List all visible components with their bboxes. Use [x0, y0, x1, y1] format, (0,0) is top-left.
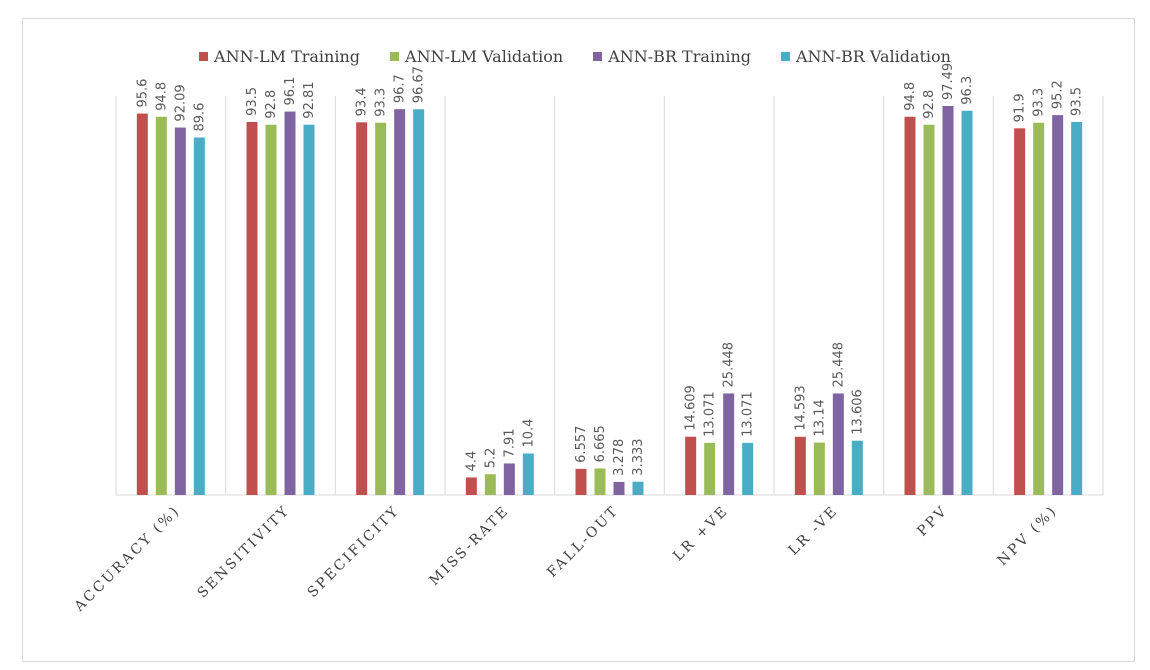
bar-ann-lm-training-ppv [904, 116, 916, 496]
bar-ann-br-validation-lr-ve [742, 442, 754, 495]
bar-ann-lm-training-sensitivity [246, 121, 258, 495]
data-label-ann-br-training-ppv: 97.49 [941, 63, 956, 100]
bar-ann-lm-validation-specificity [375, 122, 387, 495]
category-label-lr-ve: LR +VE [670, 503, 732, 565]
legend-label-ann-lm-validation: ANN-LM Validation [405, 46, 564, 66]
data-label-ann-br-training-miss-rate: 7.91 [502, 428, 517, 457]
data-label-ann-lm-validation-specificity: 93.3 [374, 88, 389, 117]
bar-ann-lm-training-accuracy [136, 113, 148, 495]
bar-ann-lm-training-lr-ve [685, 436, 697, 495]
bar-ann-br-validation-sensitivity [303, 124, 315, 495]
bar-ann-br-validation-lr-ve [851, 440, 863, 495]
bar-ann-br-validation-specificity [413, 109, 425, 496]
data-label-ann-lm-validation-miss-rate: 5.2 [483, 448, 498, 469]
bar-ann-br-training-fall-out [613, 481, 625, 495]
data-label-ann-br-training-sensitivity: 96.1 [283, 77, 298, 106]
bar-ann-lm-validation-ppv [923, 124, 935, 495]
data-label-ann-lm-training-fall-out: 6.557 [574, 426, 589, 463]
data-label-ann-lm-validation-fall-out: 6.665 [593, 425, 608, 462]
bar-ann-lm-validation-fall-out [594, 468, 606, 495]
category-label-lr-ve: LR -VE [786, 503, 842, 559]
bar-ann-lm-validation-npv [1033, 122, 1045, 495]
data-label-ann-lm-validation-sensitivity: 92.8 [264, 90, 279, 119]
data-label-ann-br-validation-accuracy: 89.6 [192, 103, 207, 132]
bar-ann-lm-validation-lr-ve [813, 442, 825, 495]
data-label-ann-br-training-lr-ve: 25.448 [831, 342, 846, 388]
data-label-ann-br-training-fall-out: 3.278 [612, 439, 627, 476]
legend-swatch-ann-lm-training [199, 51, 209, 61]
data-label-ann-lm-validation-ppv: 92.8 [922, 90, 937, 119]
bar-ann-br-training-miss-rate [503, 463, 515, 495]
bar-ann-br-training-ppv [942, 106, 954, 496]
legend-label-ann-br-validation: ANN-BR Validation [796, 46, 951, 66]
bar-ann-lm-training-specificity [356, 122, 368, 496]
category-label-fall-out: FALL-OUT [544, 503, 622, 581]
bar-ann-lm-validation-accuracy [155, 116, 167, 496]
bar-ann-br-training-lr-ve [723, 393, 735, 495]
legend-swatch-ann-lm-validation [390, 51, 400, 61]
data-label-ann-lm-training-npv: 91.9 [1013, 93, 1028, 122]
data-label-ann-br-validation-lr-ve: 13.606 [850, 389, 865, 435]
bar-ann-lm-training-fall-out [575, 468, 587, 495]
data-label-ann-br-validation-miss-rate: 10.4 [521, 419, 536, 448]
bar-ann-br-training-npv [1052, 115, 1064, 495]
legend: ANN-LM Training ANN-LM Validation ANN-BR… [0, 44, 1150, 68]
data-label-ann-lm-training-miss-rate: 4.4 [464, 451, 479, 472]
category-label-accuracy: ACCURACY (%) [71, 503, 184, 616]
legend-item-ann-br-validation: ANN-BR Validation [781, 47, 951, 66]
data-label-ann-br-validation-fall-out: 3.333 [631, 438, 646, 475]
category-label-ppv: PPV [914, 503, 951, 540]
bar-ann-br-training-specificity [394, 109, 406, 496]
bar-ann-br-validation-fall-out [632, 481, 644, 495]
data-label-ann-br-validation-ppv: 96.3 [960, 76, 975, 105]
bar-ann-lm-training-miss-rate [465, 477, 477, 495]
category-label-specificity: SPECIFICITY [305, 503, 403, 601]
bar-ann-br-validation-ppv [961, 110, 973, 495]
bar-ann-br-training-accuracy [174, 127, 186, 495]
data-label-ann-br-validation-npv: 93.5 [1070, 87, 1085, 116]
data-label-ann-br-training-lr-ve: 25.448 [722, 342, 737, 388]
data-label-ann-lm-training-accuracy: 95.6 [135, 79, 150, 108]
legend-item-ann-lm-training: ANN-LM Training [199, 47, 360, 66]
bar-ann-br-validation-accuracy [193, 137, 205, 495]
data-label-ann-lm-training-sensitivity: 93.5 [245, 87, 260, 116]
data-label-ann-lm-training-ppv: 94.8 [903, 82, 918, 111]
bar-ann-br-training-lr-ve [832, 393, 844, 495]
legend-swatch-ann-br-validation [781, 51, 790, 61]
legend-swatch-ann-br-training [593, 51, 603, 61]
bar-ann-lm-validation-miss-rate [484, 474, 496, 495]
legend-item-ann-lm-validation: ANN-LM Validation [390, 47, 563, 66]
bar-ann-lm-validation-sensitivity [265, 124, 277, 495]
legend-label-ann-lm-training: ANN-LM Training [214, 46, 361, 66]
bar-ann-br-training-sensitivity [284, 111, 296, 495]
bar-ann-lm-training-npv [1014, 128, 1026, 495]
category-label-miss-rate: MISS-RATE [426, 503, 512, 589]
data-label-ann-br-validation-sensitivity: 92.81 [302, 81, 317, 118]
category-label-npv: NPV (%) [995, 503, 1061, 569]
data-label-ann-lm-validation-lr-ve: 13.071 [703, 391, 718, 437]
data-label-ann-lm-validation-accuracy: 94.8 [154, 82, 169, 111]
data-label-ann-lm-validation-npv: 93.3 [1032, 88, 1047, 117]
legend-item-ann-br-training: ANN-BR Training [593, 47, 751, 66]
data-label-ann-br-training-specificity: 96.7 [393, 74, 408, 103]
bar-ann-br-validation-miss-rate [522, 453, 534, 495]
bar-ann-lm-validation-lr-ve [704, 442, 716, 495]
data-label-ann-lm-validation-lr-ve: 13.14 [812, 399, 827, 436]
data-label-ann-br-validation-specificity: 96.67 [412, 66, 427, 103]
data-label-ann-lm-training-specificity: 93.4 [355, 87, 370, 116]
data-label-ann-lm-training-lr-ve: 14.609 [684, 385, 699, 431]
legend-label-ann-br-training: ANN-BR Training [608, 46, 751, 66]
category-label-sensitivity: SENSITIVITY [194, 503, 293, 602]
data-label-ann-br-training-accuracy: 92.09 [173, 84, 188, 121]
bar-ann-lm-training-lr-ve [794, 436, 806, 495]
bar-ann-br-validation-npv [1071, 121, 1083, 495]
data-label-ann-br-training-npv: 95.2 [1051, 80, 1066, 109]
data-label-ann-lm-training-lr-ve: 14.593 [793, 385, 808, 431]
data-label-ann-br-validation-lr-ve: 13.071 [741, 391, 756, 437]
